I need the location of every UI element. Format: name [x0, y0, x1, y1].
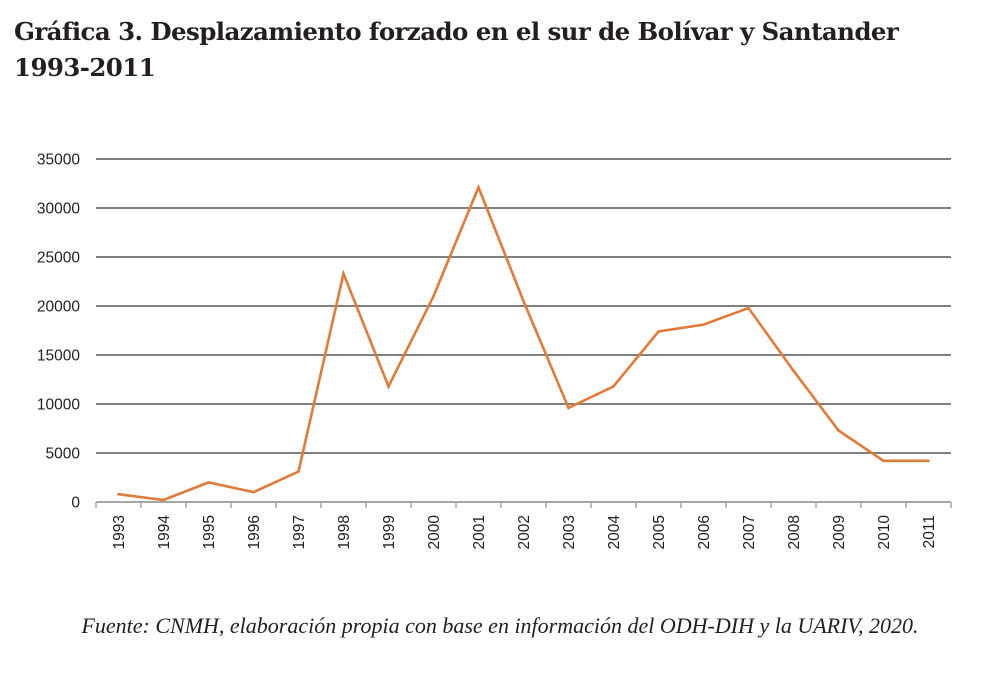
x-tick-label: 1998	[336, 515, 353, 549]
y-tick-label: 0	[71, 495, 80, 512]
data-point	[522, 299, 525, 303]
x-tick-label: 2011	[921, 515, 938, 548]
data-point	[162, 498, 165, 502]
data-point	[657, 330, 660, 333]
x-tick-label: 2008	[786, 515, 803, 549]
data-point	[387, 385, 390, 388]
series-group	[117, 183, 930, 502]
y-tick-label: 15000	[37, 348, 80, 365]
x-tick-label: 2001	[471, 515, 488, 549]
source-note: Fuente: CNMH, elaboración propia con bas…	[81, 613, 919, 638]
data-point	[432, 294, 435, 298]
chart-title: Gráfica 3. Desplazamiento forzado en el …	[14, 17, 899, 82]
data-point	[252, 490, 255, 494]
data-point	[927, 459, 930, 463]
x-tick-label: 1999	[381, 515, 398, 549]
x-axis	[95, 501, 952, 508]
data-point	[882, 459, 885, 463]
data-point	[342, 272, 345, 275]
x-tick-label: 2000	[426, 515, 443, 550]
y-tick-label: 35000	[37, 152, 80, 169]
grid-lines	[96, 158, 951, 454]
data-point	[297, 470, 300, 473]
data-point	[612, 385, 615, 388]
y-tick-label: 10000	[37, 397, 80, 414]
data-point	[792, 369, 795, 372]
x-tick-label: 2009	[831, 515, 848, 549]
data-point	[567, 406, 570, 410]
data-point	[837, 429, 840, 432]
x-tick-label: 2006	[696, 515, 713, 549]
y-tick-label: 25000	[37, 250, 80, 267]
data-point	[702, 323, 705, 326]
line-chart: 0 5000 10000 15000 20000 25000 30000 35000 1993…	[37, 152, 952, 550]
data-point	[207, 481, 210, 484]
x-tick-label: 1994	[156, 515, 173, 550]
data-point	[477, 186, 480, 189]
x-tick-label: 1997	[291, 515, 308, 549]
y-tick-label: 30000	[37, 201, 80, 218]
data-point	[117, 492, 120, 496]
y-tick-label: 20000	[37, 299, 80, 316]
x-tick-label: 2007	[741, 515, 758, 549]
y-tick-labels: 0 5000 10000 15000 20000 25000 30000 35000	[37, 152, 80, 512]
x-tick-label: 2003	[561, 515, 578, 549]
x-tick-label: 1995	[201, 515, 218, 549]
x-tick-label: 2002	[516, 515, 533, 549]
x-tick-label: 1993	[111, 515, 128, 549]
x-tick-label: 2004	[606, 515, 623, 550]
x-tick-label: 2005	[651, 515, 668, 549]
y-tick-label: 5000	[46, 446, 81, 463]
x-tick-label: 2010	[876, 515, 893, 550]
data-point	[747, 306, 750, 310]
x-tick-label: 1996	[246, 515, 263, 549]
x-tick-labels: 1993 1994 1995 1996 1997 1998 1999 2000 2001 2002…	[111, 515, 938, 550]
